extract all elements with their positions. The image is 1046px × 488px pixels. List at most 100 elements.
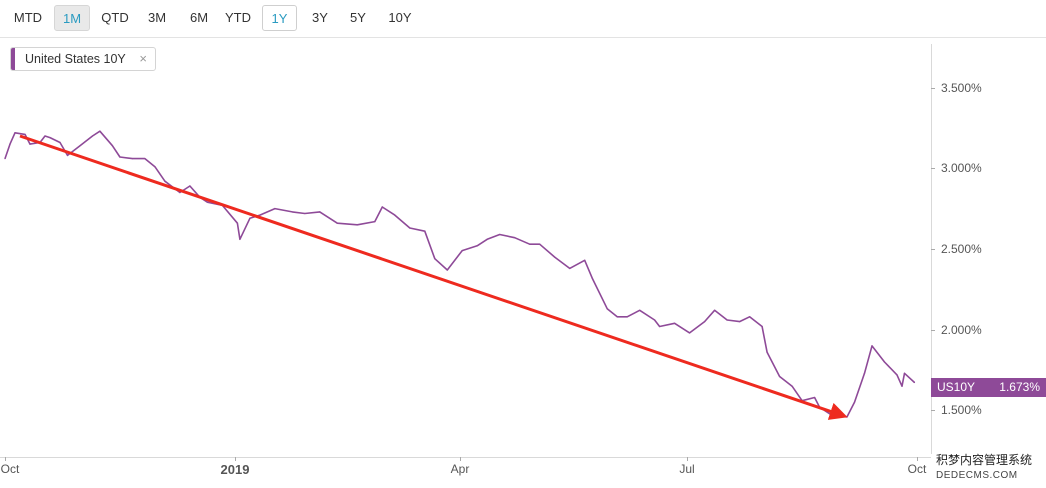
y-tick-label: 3.500% <box>941 81 982 95</box>
x-tick-label: Oct <box>0 462 20 476</box>
series-point <box>486 238 488 240</box>
series-point <box>461 250 463 252</box>
series-point <box>761 325 763 328</box>
series-point <box>79 145 81 147</box>
last-value-tag: US10Y 1.673% <box>931 378 1046 397</box>
series-point <box>374 221 376 223</box>
series-point <box>4 158 6 160</box>
range-button-1y[interactable]: 1Y <box>262 5 297 31</box>
range-button-6m[interactable]: 6M <box>189 10 209 25</box>
watermark: 积梦内容管理系统 DEDECMS.COM <box>936 452 1046 488</box>
series-point <box>236 222 238 224</box>
series-point <box>791 385 793 387</box>
close-icon[interactable]: × <box>139 51 147 66</box>
range-button-ytd[interactable]: YTD <box>225 10 251 25</box>
x-axis-line <box>0 457 931 458</box>
x-tick-label: Oct <box>907 462 927 476</box>
series-point <box>91 135 94 137</box>
series-point <box>539 243 541 245</box>
series-point <box>514 237 516 239</box>
series-point <box>883 361 886 363</box>
series-point <box>779 375 781 378</box>
series-point <box>239 238 241 240</box>
series-color-swatch <box>11 48 15 70</box>
series-point <box>131 158 133 160</box>
series-point <box>394 214 396 216</box>
series-point <box>356 224 358 226</box>
x-tick-mark <box>235 457 236 461</box>
series-point <box>336 222 338 224</box>
series-point <box>863 372 866 374</box>
range-button-3m[interactable]: 3M <box>147 10 167 25</box>
series-point <box>659 325 661 328</box>
series-point <box>164 180 166 182</box>
x-tick-mark <box>5 457 6 461</box>
series-point <box>569 267 571 269</box>
series-point <box>259 214 261 216</box>
series-point <box>179 191 181 194</box>
series-point <box>14 132 16 134</box>
series-point <box>9 143 11 145</box>
series-point <box>24 133 26 135</box>
series-point <box>274 208 276 210</box>
legend-chip[interactable]: United States 10Y × <box>10 47 156 71</box>
x-tick-mark <box>460 457 461 461</box>
value-tag-symbol: US10Y <box>937 380 976 394</box>
series-point <box>616 316 618 318</box>
range-button-5y[interactable]: 5Y <box>350 10 366 25</box>
series-point <box>381 206 383 208</box>
series-point <box>59 141 61 144</box>
series-point <box>144 158 146 160</box>
chart-plot <box>4 130 916 420</box>
watermark-line1: 积梦内容管理系统 <box>936 453 1033 467</box>
series-point <box>896 374 898 376</box>
watermark-line2: DEDECMS.COM <box>936 470 1018 481</box>
series-point <box>529 243 531 245</box>
series-point <box>913 381 916 384</box>
series-point <box>434 258 436 260</box>
series-point <box>726 319 728 321</box>
series-point <box>499 233 501 236</box>
series-point <box>814 396 816 399</box>
series-point <box>409 227 411 229</box>
y-tick-mark <box>931 88 935 89</box>
series-point <box>903 372 906 374</box>
range-toolbar: MTD 1M QTD 3M 6M YTD 1Y 3Y 5Y 10Y <box>0 0 1046 38</box>
series-point <box>476 245 478 247</box>
range-button-3y[interactable]: 3Y <box>312 10 328 25</box>
range-button-10y[interactable]: 10Y <box>388 10 412 25</box>
trend-arrow <box>19 134 848 420</box>
series-point <box>626 316 628 318</box>
y-tick-mark <box>931 249 935 250</box>
series-point <box>319 211 321 213</box>
series-point <box>49 137 51 139</box>
series-point <box>749 316 751 318</box>
range-button-1m[interactable]: 1M <box>54 5 90 31</box>
range-button-mtd[interactable]: MTD <box>13 10 43 25</box>
series-point <box>154 166 156 168</box>
series-point <box>554 256 556 258</box>
series-point <box>766 351 768 353</box>
series-point <box>704 321 706 323</box>
series-point <box>249 217 251 219</box>
series-point <box>66 154 69 156</box>
series-point <box>119 156 121 158</box>
legend-label: United States 10Y <box>25 52 126 66</box>
series-point <box>99 130 101 132</box>
series-point <box>591 277 593 279</box>
series-point <box>831 414 833 416</box>
series-point <box>304 212 306 215</box>
series-point <box>189 185 191 187</box>
series-point <box>606 308 608 310</box>
series-point <box>901 385 903 387</box>
series-point <box>44 135 46 137</box>
x-tick-label: Jul <box>679 462 695 476</box>
y-tick-label: 1.500% <box>941 403 982 417</box>
series-line-us10y <box>4 130 916 418</box>
value-tag-value: 1.673% <box>999 380 1040 394</box>
x-tick-mark <box>687 457 688 461</box>
series-point <box>206 201 208 203</box>
range-button-qtd[interactable]: QTD <box>101 10 129 25</box>
series-point <box>853 401 856 403</box>
series-point <box>111 145 113 147</box>
